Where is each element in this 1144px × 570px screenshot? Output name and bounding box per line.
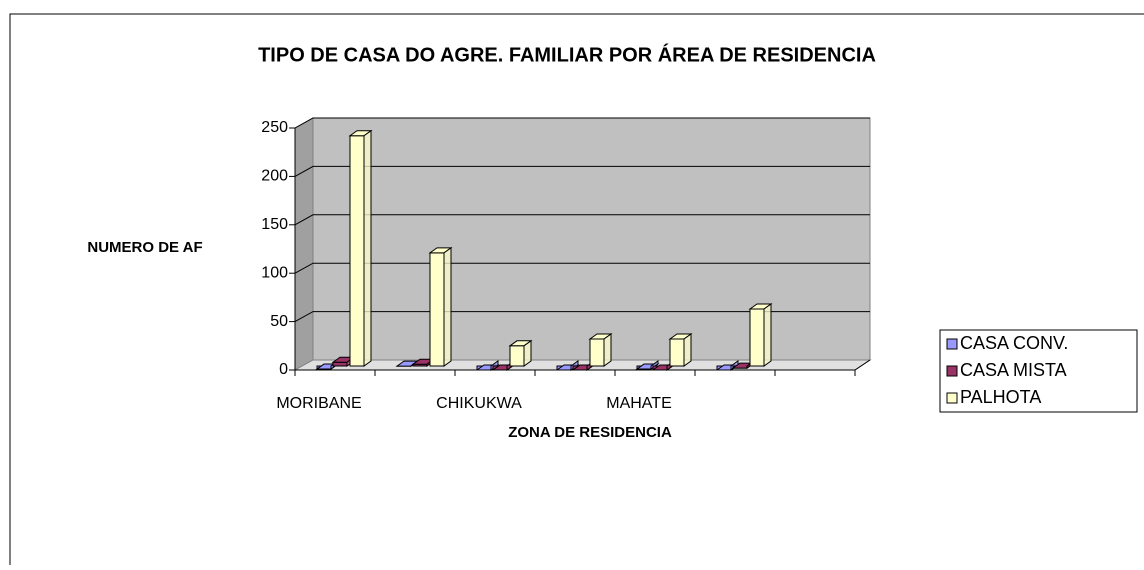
- x-axis-label: ZONA DE RESIDENCIA: [508, 424, 672, 441]
- legend-label: CASA MISTA: [960, 360, 1067, 380]
- y-tick-label: 150: [261, 216, 288, 233]
- bar-front: [350, 136, 364, 366]
- bar: [670, 334, 691, 366]
- bar-front: [750, 309, 764, 366]
- side-wall: [295, 118, 313, 370]
- chart-title: TIPO DE CASA DO AGRE. FAMILIAR POR ÁREA …: [258, 43, 876, 66]
- back-wall: [313, 118, 870, 360]
- bar-front: [333, 362, 347, 366]
- y-tick-label: 200: [261, 168, 288, 185]
- bar-front: [590, 339, 604, 366]
- y-axis-label: NUMERO DE AF: [87, 239, 202, 256]
- bar: [350, 131, 371, 366]
- bar-side: [764, 304, 771, 366]
- legend-swatch: [947, 339, 957, 349]
- bar: [590, 334, 611, 366]
- x-tick-label: CHIKUKWA: [436, 395, 522, 412]
- legend-swatch: [947, 366, 957, 376]
- legend-label: PALHOTA: [960, 387, 1041, 407]
- x-tick-label: MAHATE: [606, 395, 671, 412]
- legend-label: CASA CONV.: [960, 333, 1068, 353]
- bar-side: [684, 334, 691, 366]
- y-tick-label: 100: [261, 264, 288, 281]
- bar-front: [430, 253, 444, 366]
- y-tick-label: 50: [270, 313, 288, 330]
- x-tick-label: MORIBANE: [276, 395, 361, 412]
- bar: [430, 248, 451, 366]
- bar: [750, 304, 771, 366]
- bar-side: [364, 131, 371, 366]
- y-tick-label: 0: [279, 361, 288, 378]
- bar-side: [524, 341, 531, 366]
- y-tick-label: 250: [261, 119, 288, 136]
- bar-front: [670, 339, 684, 366]
- bar-side: [604, 334, 611, 366]
- bar-front: [510, 346, 524, 366]
- bar-side: [444, 248, 451, 366]
- bar: [510, 341, 531, 366]
- legend-swatch: [947, 393, 957, 403]
